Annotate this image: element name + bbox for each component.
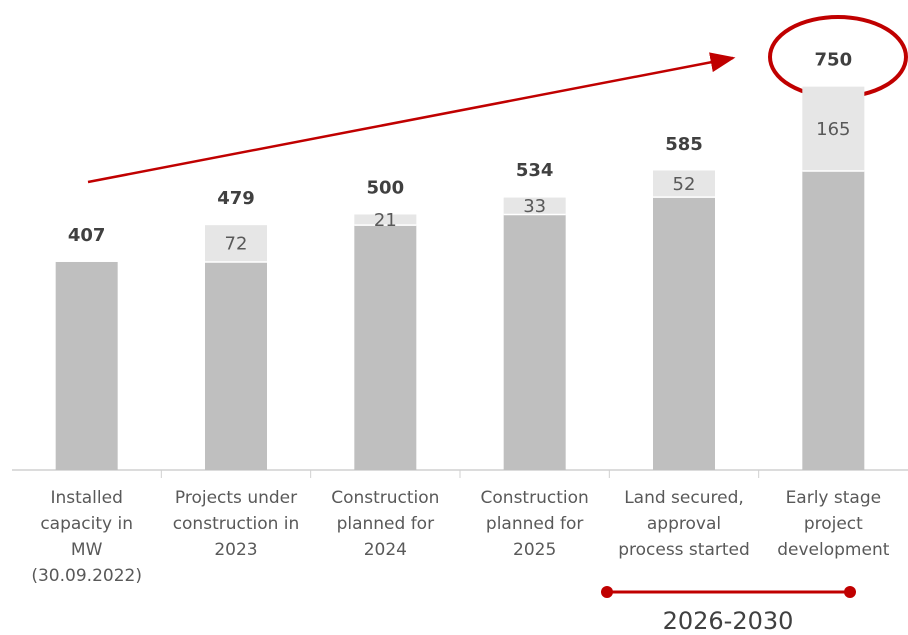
bar-increment: [802, 86, 865, 171]
x-tick-label-line: Projects under: [175, 488, 297, 508]
total-label: 407: [68, 225, 106, 246]
x-tick-label-line: (30.09.2022): [31, 566, 142, 586]
increment-label: 52: [673, 174, 696, 195]
x-tick-label-line: capacity in: [40, 514, 133, 534]
x-tick-label-line: 2025: [513, 540, 556, 560]
x-tick-label-line: construction in: [173, 514, 300, 534]
x-tick-label-line: planned for: [337, 514, 435, 534]
x-tick-label: Construction planned for 2024: [331, 488, 439, 560]
x-tick-label-line: Land secured,: [624, 488, 744, 508]
x-tick-label-line: Construction: [481, 488, 589, 508]
total-label: 534: [516, 160, 554, 181]
bar-base: [802, 171, 865, 470]
increment-label: 33: [523, 196, 546, 217]
x-tick-label-line: Installed: [50, 488, 122, 508]
x-tick-label-line: Early stage: [786, 488, 882, 508]
trend-arrow: [87, 52, 736, 184]
x-tick-label-line: project: [804, 514, 863, 534]
total-label: 750: [815, 50, 853, 71]
increment-label: 72: [225, 234, 248, 255]
total-label: 500: [367, 177, 405, 198]
period-dot: [844, 586, 856, 598]
bar-base: [503, 214, 566, 470]
x-tick-label-line: approval: [647, 514, 721, 534]
x-tick-label: Land secured, approval process started: [618, 488, 750, 560]
x-tick-label: Early stage project development: [777, 488, 889, 560]
total-label: 479: [217, 188, 255, 209]
bar-increment: [503, 197, 566, 215]
x-tick-label-line: MW: [71, 540, 103, 560]
bar-increment: [205, 225, 267, 262]
x-tick-label-line: development: [777, 540, 889, 560]
increment-label: 21: [374, 210, 397, 231]
period-label: 2026-2030: [663, 607, 794, 635]
bar-increment: [354, 214, 417, 226]
bar-base: [55, 261, 118, 470]
bar-increment: [653, 170, 715, 198]
bar-base: [205, 261, 267, 470]
period-dot: [601, 586, 613, 598]
x-tick-label-line: process started: [618, 540, 750, 560]
x-tick-label-line: Construction: [331, 488, 439, 508]
x-tick-label: Construction planned for 2025: [481, 488, 589, 560]
increment-label: 165: [816, 119, 850, 140]
total-label: 585: [665, 134, 703, 155]
x-tick-label-line: 2023: [214, 540, 257, 560]
x-tick-label-line: planned for: [486, 514, 584, 534]
x-tick-label-line: 2024: [364, 540, 407, 560]
x-tick-label: Projects under construction in 2023: [173, 488, 300, 560]
bar-base: [354, 225, 417, 470]
bar-base: [653, 197, 715, 471]
x-tick-label: Installed capacity in MW (30.09.2022): [31, 488, 142, 586]
